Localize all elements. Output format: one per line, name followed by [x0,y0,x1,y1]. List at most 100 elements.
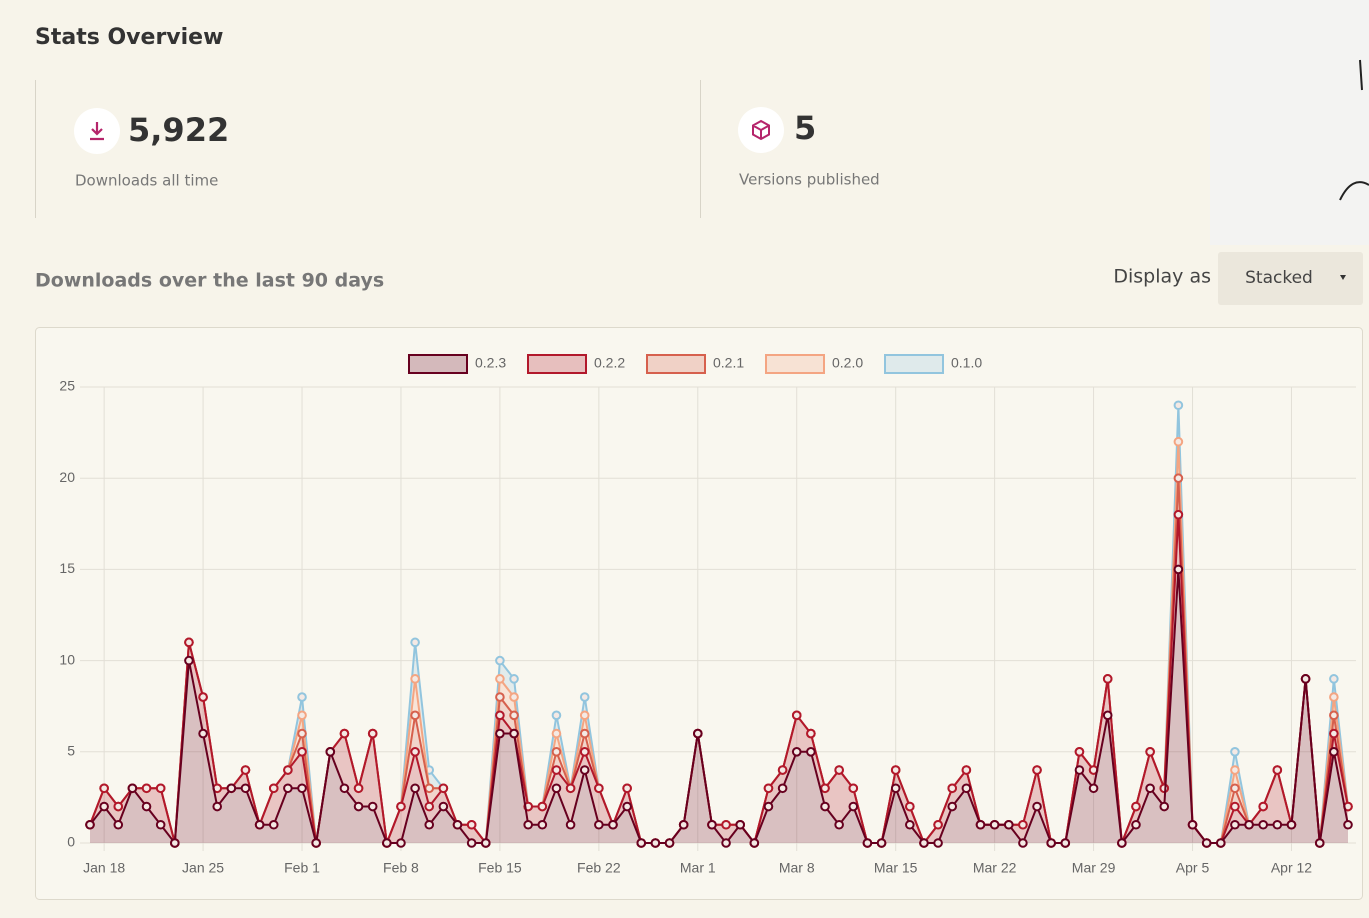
side-image [1210,0,1369,245]
data-point [581,730,589,738]
data-point [1005,821,1013,829]
data-point [934,839,942,847]
data-point [581,693,589,701]
data-point [609,821,617,829]
data-point [892,766,900,774]
data-point [1231,766,1239,774]
legend-swatch [528,355,586,373]
y-tick-label: 25 [59,378,75,394]
data-point [581,712,589,720]
data-point [948,803,956,811]
data-point [963,766,971,774]
data-point [524,821,532,829]
data-point [1288,821,1296,829]
y-tick-label: 5 [67,743,75,759]
data-point [1175,566,1183,574]
data-point [440,784,448,792]
data-point [425,821,433,829]
data-point [934,821,942,829]
legend-swatch [409,355,467,373]
data-point [920,839,928,847]
data-point [1231,748,1239,756]
select-value[interactable]: Stacked [1245,268,1313,288]
data-point [722,821,730,829]
data-point [948,784,956,792]
data-point [411,784,419,792]
data-point [793,748,801,756]
data-point [312,839,320,847]
data-point [284,766,292,774]
data-point [510,693,518,701]
data-point [1047,839,1055,847]
data-point [411,748,419,756]
data-point [213,803,221,811]
data-point [567,784,575,792]
legend-label: 0.1.0 [951,355,982,371]
data-point [1330,748,1338,756]
page: {"header":{"title":"Stats Overview"}, "s… [0,0,1369,918]
data-point [411,712,419,720]
x-tick-label: Mar 22 [973,860,1017,876]
x-tick-label: Feb 22 [577,860,621,876]
data-point [637,839,645,847]
data-point [1062,839,1070,847]
data-point [1259,821,1267,829]
data-point [355,803,363,811]
data-point [892,784,900,792]
data-point [1146,784,1154,792]
data-point [468,839,476,847]
data-point [1330,730,1338,738]
data-point [326,748,334,756]
data-point [849,784,857,792]
data-point [510,675,518,683]
x-tick-label: Mar 15 [874,860,918,876]
legend-label: 0.2.0 [832,355,863,371]
data-point [383,839,391,847]
data-point [341,784,349,792]
x-tick-label: Apr 12 [1271,860,1312,876]
y-tick-label: 15 [59,560,75,576]
data-point [411,675,419,683]
data-point [736,821,744,829]
data-point [807,748,815,756]
data-point [581,748,589,756]
data-point [171,839,179,847]
data-point [496,693,504,701]
data-point [510,730,518,738]
y-tick-label: 0 [67,834,75,850]
data-point [1175,511,1183,519]
data-point [878,839,886,847]
x-tick-label: Mar 1 [680,860,716,876]
data-point [397,803,405,811]
data-point [1344,821,1352,829]
legend-label: 0.2.3 [475,355,506,371]
data-point [849,803,857,811]
data-point [779,766,787,774]
data-point [298,748,306,756]
data-point [256,821,264,829]
data-point [835,821,843,829]
data-point [468,821,476,829]
x-tick-label: Mar 8 [779,860,815,876]
data-point [553,730,561,738]
data-point [1231,821,1239,829]
data-point [722,839,730,847]
data-point [821,803,829,811]
x-tick-label: Jan 18 [83,860,125,876]
data-point [86,821,94,829]
data-point [1274,766,1282,774]
data-point [284,784,292,792]
x-tick-label: Feb 1 [284,860,320,876]
data-point [114,821,122,829]
data-point [553,766,561,774]
data-point [793,712,801,720]
data-point [496,730,504,738]
data-point [1076,766,1084,774]
data-point [496,712,504,720]
data-point [906,821,914,829]
data-point [963,784,971,792]
legend-swatch [647,355,705,373]
data-point [1175,438,1183,446]
data-point [1231,803,1239,811]
data-point [1274,821,1282,829]
